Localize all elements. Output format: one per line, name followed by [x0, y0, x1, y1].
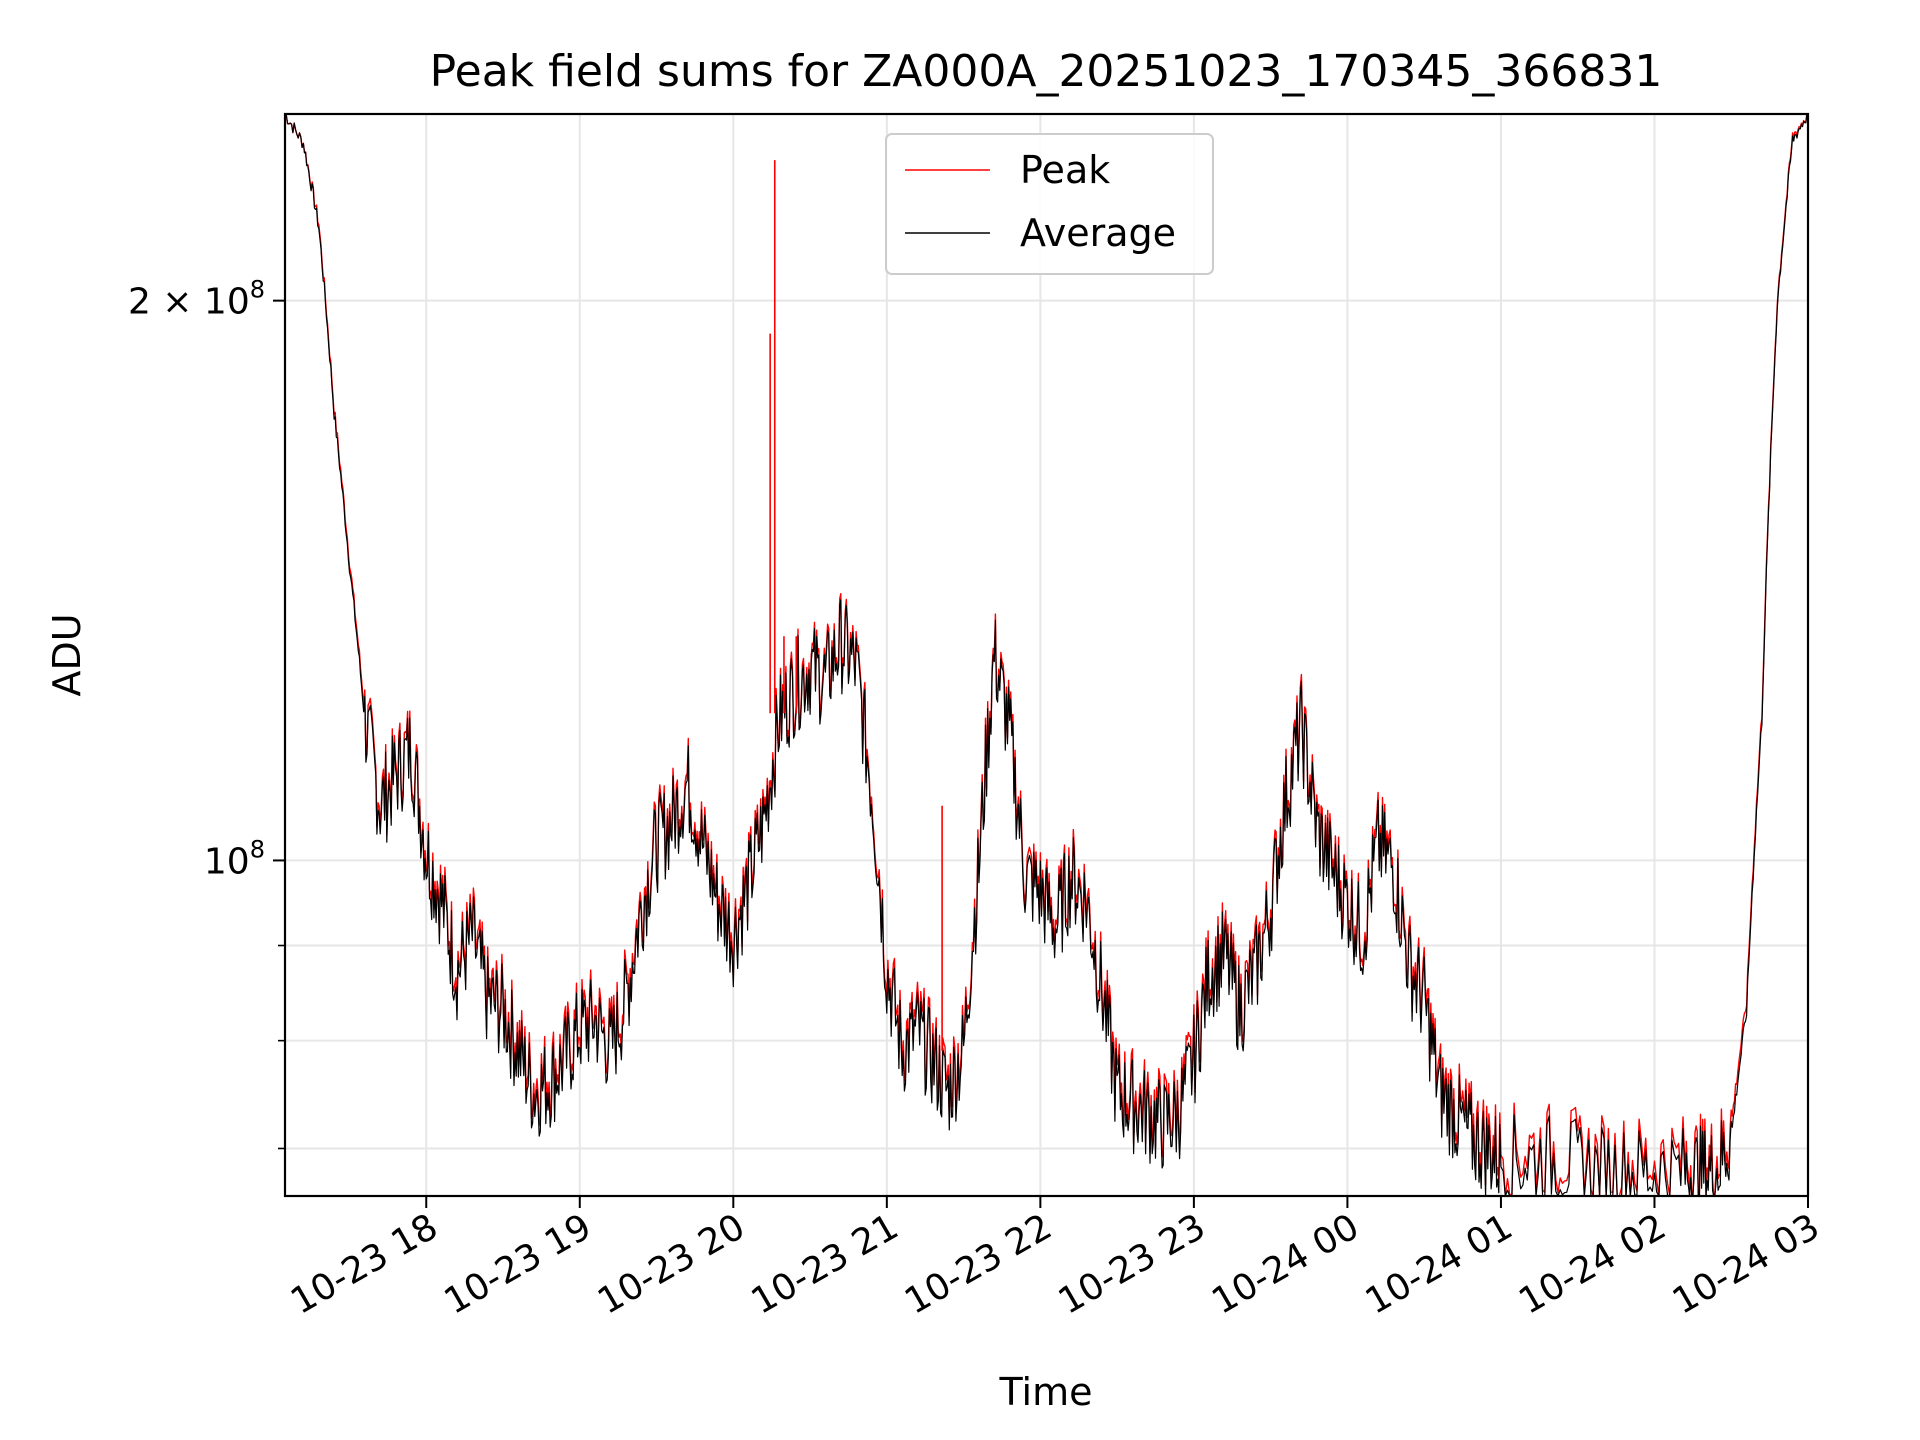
y-tick-label: 108 — [204, 835, 265, 882]
legend: Peak Average — [885, 133, 1214, 275]
average-series-line — [284, 113, 1808, 1197]
legend-peak-label: Peak — [1020, 148, 1110, 192]
legend-average-label: Average — [1020, 211, 1176, 255]
y-tick-label: 2 × 108 — [128, 276, 265, 323]
y-axis-label: ADU — [45, 613, 89, 696]
axes-frame — [283, 112, 1810, 1198]
x-axis-label: Time — [999, 1370, 1093, 1414]
chart-title: Peak field sums for ZA000A_20251023_1703… — [430, 46, 1663, 97]
plot-area — [284, 113, 1808, 1197]
y-axis-ticks: 108 2 × 108 — [128, 276, 285, 1150]
legend-box — [885, 133, 1214, 275]
